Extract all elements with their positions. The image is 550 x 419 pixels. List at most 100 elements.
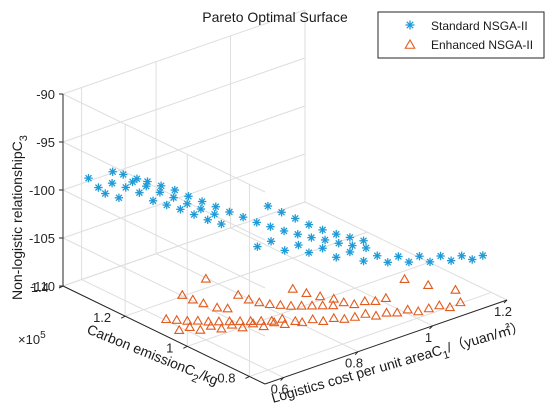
scatter-point: [339, 313, 350, 323]
scatter-point: [349, 311, 361, 321]
scatter-point: [361, 243, 371, 253]
scatter-point: [184, 321, 196, 331]
scatter-point: [155, 188, 165, 197]
data-series: [84, 167, 487, 334]
scatter-point: [226, 319, 238, 329]
scatter-point: [422, 279, 434, 290]
scatter-point: [304, 248, 314, 257]
scatter-point: [266, 237, 276, 246]
legend-entry-standard: Standard NSGA-II: [405, 19, 528, 33]
scatter-point: [198, 298, 209, 308]
scatter-point: [314, 291, 326, 301]
scatter-point: [338, 297, 350, 307]
scatter-point: [255, 315, 267, 325]
scatter-point: [279, 226, 289, 236]
y-tick-label: 1.4: [31, 280, 49, 295]
scatter-point: [446, 256, 456, 265]
z-axis-label: Non-logistic relationshipC3: [9, 135, 30, 300]
scatter-point: [307, 233, 316, 242]
legend-label-enhanced: Enhanced NSGA-II: [431, 38, 533, 52]
scatter-point: [225, 207, 234, 217]
scatter-point: [247, 318, 259, 328]
x-tick-mark: [429, 325, 433, 330]
scatter-point: [189, 210, 199, 219]
scatter-point: [304, 220, 314, 229]
scatter-point: [176, 205, 185, 214]
scatter-point: [162, 200, 171, 210]
scatter-point: [345, 247, 355, 257]
scatter-point: [394, 252, 403, 261]
scatter-point: [345, 233, 355, 242]
scatter-point: [373, 251, 382, 260]
scatter-point: [170, 185, 179, 195]
scatter-point: [200, 273, 212, 283]
scatter-point: [181, 315, 193, 325]
z-tick-label: -100: [29, 183, 55, 198]
scatter-point: [203, 215, 212, 224]
scatter-point: [318, 225, 327, 235]
scatter-point: [468, 255, 477, 264]
scatter-point: [404, 257, 414, 267]
scatter-point: [253, 297, 265, 307]
scatter-point: [399, 273, 410, 284]
scatter-point: [275, 299, 286, 309]
x-tick-mark: [280, 377, 284, 381]
scatter-point: [450, 284, 461, 294]
x-tick-label: 0.8: [345, 356, 363, 371]
x-tick-mark: [354, 351, 359, 356]
scatter-point: [317, 315, 329, 325]
back-wall-grid-line: [62, 57, 306, 143]
x-tick-mark: [503, 299, 508, 304]
floor-grid-line: [230, 227, 433, 327]
z-tick-label: -110: [30, 279, 55, 294]
y-tick-mark: [120, 315, 126, 319]
y-tick-label: 1.2: [93, 310, 111, 325]
x-axis-label: Logistics cost per unit areaC1/（yuan/㎡）: [269, 318, 528, 411]
scatter-point: [252, 218, 261, 227]
scatter-point: [119, 170, 128, 179]
scatter-point: [143, 177, 152, 186]
legend-label-standard: Standard NSGA-II: [431, 19, 528, 33]
side-wall-grid-line: [62, 189, 266, 289]
back-wall-grid-line: [62, 9, 306, 95]
scatter-point: [160, 313, 172, 324]
scatter-point: [425, 257, 435, 267]
scatter-point: [234, 315, 246, 326]
x-axis-line: [264, 299, 508, 385]
scatter-point: [444, 301, 456, 312]
scatter-point: [243, 294, 255, 304]
scatter-point: [317, 300, 328, 310]
scatter-point: [380, 292, 392, 302]
floor-grid-line: [124, 231, 368, 317]
scatter-point: [455, 296, 466, 307]
scatter-point: [197, 197, 207, 206]
scatter-point: [423, 303, 435, 313]
scatter-point: [334, 239, 343, 248]
scatter-point: [279, 318, 291, 328]
scatter-point: [359, 295, 371, 306]
scatter-point: [296, 300, 307, 310]
scatter-point: [285, 300, 297, 310]
y-tick-mark: [245, 376, 250, 379]
x-tick-label: 1.2: [494, 304, 512, 319]
scatter-point: [381, 307, 392, 317]
axes-frame: [58, 93, 508, 385]
scatter-point: [203, 316, 214, 326]
scatter-point: [132, 174, 142, 183]
scatter-point: [294, 240, 303, 250]
scatter-point: [360, 308, 371, 318]
scatter-point: [478, 251, 487, 260]
scatter-point: [328, 293, 340, 303]
scatter-point: [276, 313, 288, 323]
z-tick-label: -90: [36, 87, 55, 102]
scatter-point: [171, 314, 183, 324]
grid-lines: [62, 9, 508, 385]
scatter-point: [213, 316, 225, 326]
scatter-point: [359, 236, 368, 245]
x-tick-label: 0.6: [271, 382, 289, 397]
scatter-point: [263, 201, 273, 211]
legend-marker: [404, 38, 416, 49]
scatter-point: [253, 242, 262, 251]
scatter-point: [107, 178, 117, 188]
scatter-point: [266, 222, 275, 231]
